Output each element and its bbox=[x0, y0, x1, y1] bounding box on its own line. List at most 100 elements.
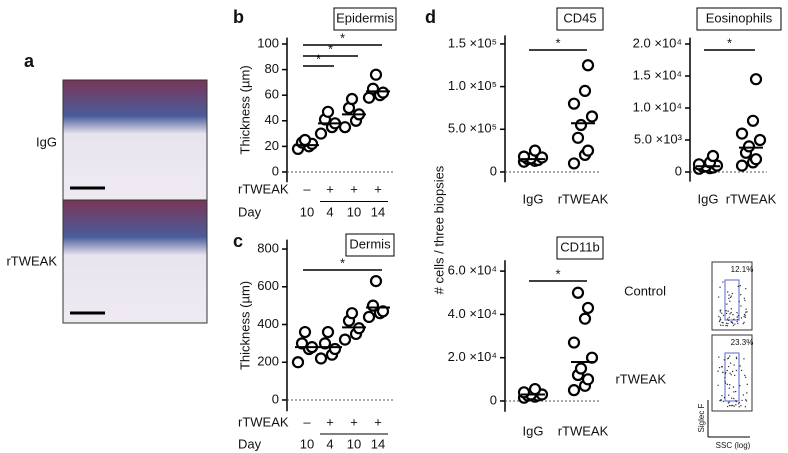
flow-event bbox=[744, 316, 747, 318]
flow-event bbox=[730, 311, 732, 314]
gate-percent: 12.1% bbox=[731, 265, 754, 274]
panel-label: c bbox=[233, 231, 243, 251]
data-point bbox=[345, 307, 359, 320]
flow-event bbox=[729, 355, 731, 357]
histology-image bbox=[62, 199, 208, 324]
flow-event bbox=[719, 311, 722, 313]
data-point bbox=[362, 310, 376, 324]
treatment-label: – bbox=[303, 414, 311, 429]
flow-event bbox=[729, 384, 731, 386]
flow-event bbox=[740, 305, 742, 307]
flow-event bbox=[745, 399, 747, 401]
flow-event bbox=[721, 371, 724, 374]
flow-event bbox=[727, 310, 729, 312]
y-tick-label: 60 bbox=[265, 87, 279, 102]
data-point bbox=[581, 59, 595, 72]
flow-event bbox=[726, 383, 729, 386]
treatment-label: + bbox=[326, 181, 334, 196]
flow-event bbox=[744, 376, 747, 378]
flow-event bbox=[724, 376, 726, 379]
flow-event bbox=[733, 374, 736, 377]
data-point bbox=[376, 86, 390, 99]
flow-x-label: SSC (log) bbox=[716, 441, 751, 450]
flow-event bbox=[740, 369, 743, 372]
data-point bbox=[295, 337, 309, 350]
flow-event bbox=[718, 320, 721, 323]
y-tick-label: 20 bbox=[265, 138, 279, 153]
flow-event bbox=[726, 405, 729, 408]
flow-event bbox=[730, 404, 732, 407]
flow-event bbox=[733, 318, 735, 320]
x-tick-label: 4 bbox=[326, 204, 333, 219]
x-tick-label: 10 bbox=[347, 204, 361, 219]
x-tick-label: 4 bbox=[326, 436, 333, 451]
y-tick-label: 800 bbox=[257, 240, 279, 255]
data-point bbox=[581, 301, 595, 315]
flow-event bbox=[734, 323, 736, 325]
flow-event bbox=[743, 358, 745, 360]
row-label: Day bbox=[238, 436, 262, 451]
flow-event bbox=[735, 400, 737, 403]
flow-event bbox=[722, 281, 724, 283]
flow-event bbox=[732, 404, 734, 407]
flow-event bbox=[719, 309, 721, 312]
flow-event bbox=[722, 322, 724, 324]
flow-event bbox=[727, 291, 729, 293]
flow-event bbox=[744, 374, 746, 377]
data-point bbox=[314, 127, 328, 140]
data-point bbox=[567, 157, 581, 170]
data-point bbox=[578, 312, 592, 325]
panel-label: a bbox=[24, 51, 35, 71]
flow-event bbox=[730, 321, 732, 323]
flow-event bbox=[718, 315, 720, 318]
x-tick-label: 10 bbox=[300, 204, 314, 219]
y-axis-label: Thickness (µm) bbox=[237, 281, 252, 370]
data-point bbox=[581, 144, 595, 157]
data-point bbox=[328, 342, 342, 356]
significance-label: * bbox=[340, 255, 345, 270]
flow-event bbox=[742, 322, 744, 325]
significance-label: * bbox=[727, 35, 732, 50]
title-box bbox=[345, 233, 395, 257]
flow-event bbox=[736, 312, 738, 314]
x-tick-label: IgG bbox=[523, 423, 544, 438]
data-point bbox=[692, 158, 706, 171]
flow-event bbox=[722, 314, 725, 317]
data-point bbox=[571, 131, 585, 144]
flow-event bbox=[719, 286, 721, 288]
flow-event bbox=[729, 296, 732, 299]
histology-label: IgG bbox=[36, 134, 57, 149]
y-tick-label: 2.0 ×10⁴ bbox=[448, 349, 497, 364]
flow-event bbox=[725, 324, 727, 327]
flow-event bbox=[725, 312, 728, 315]
chart-title: Epidermis bbox=[336, 10, 394, 25]
flow-event bbox=[728, 316, 731, 319]
x-tick-label: 14 bbox=[371, 436, 385, 451]
flow-event bbox=[727, 365, 730, 368]
flow-event bbox=[731, 292, 734, 295]
chart-title: CD11b bbox=[560, 239, 600, 254]
y-tick-label: 1.5 ×10⁴ bbox=[633, 67, 682, 82]
data-point bbox=[298, 325, 312, 339]
x-tick-label: 14 bbox=[371, 204, 385, 219]
flow-event bbox=[746, 392, 748, 394]
title-box bbox=[556, 7, 604, 31]
data-point bbox=[735, 127, 749, 140]
treatment-label: – bbox=[303, 181, 311, 196]
significance-label: * bbox=[340, 30, 345, 45]
data-point bbox=[338, 333, 352, 346]
data-point bbox=[338, 121, 352, 134]
data-point bbox=[578, 84, 592, 97]
flow-event bbox=[743, 297, 746, 300]
flow-event bbox=[718, 356, 720, 358]
flow-event bbox=[728, 394, 730, 396]
data-point bbox=[369, 68, 383, 81]
flow-event bbox=[734, 390, 737, 393]
treatment-label: + bbox=[326, 414, 334, 429]
significance-label: * bbox=[555, 266, 560, 281]
flow-event bbox=[738, 401, 740, 404]
flow-event bbox=[728, 404, 731, 407]
flow-event bbox=[719, 318, 722, 321]
chart-title: Eosinophils bbox=[706, 10, 773, 25]
